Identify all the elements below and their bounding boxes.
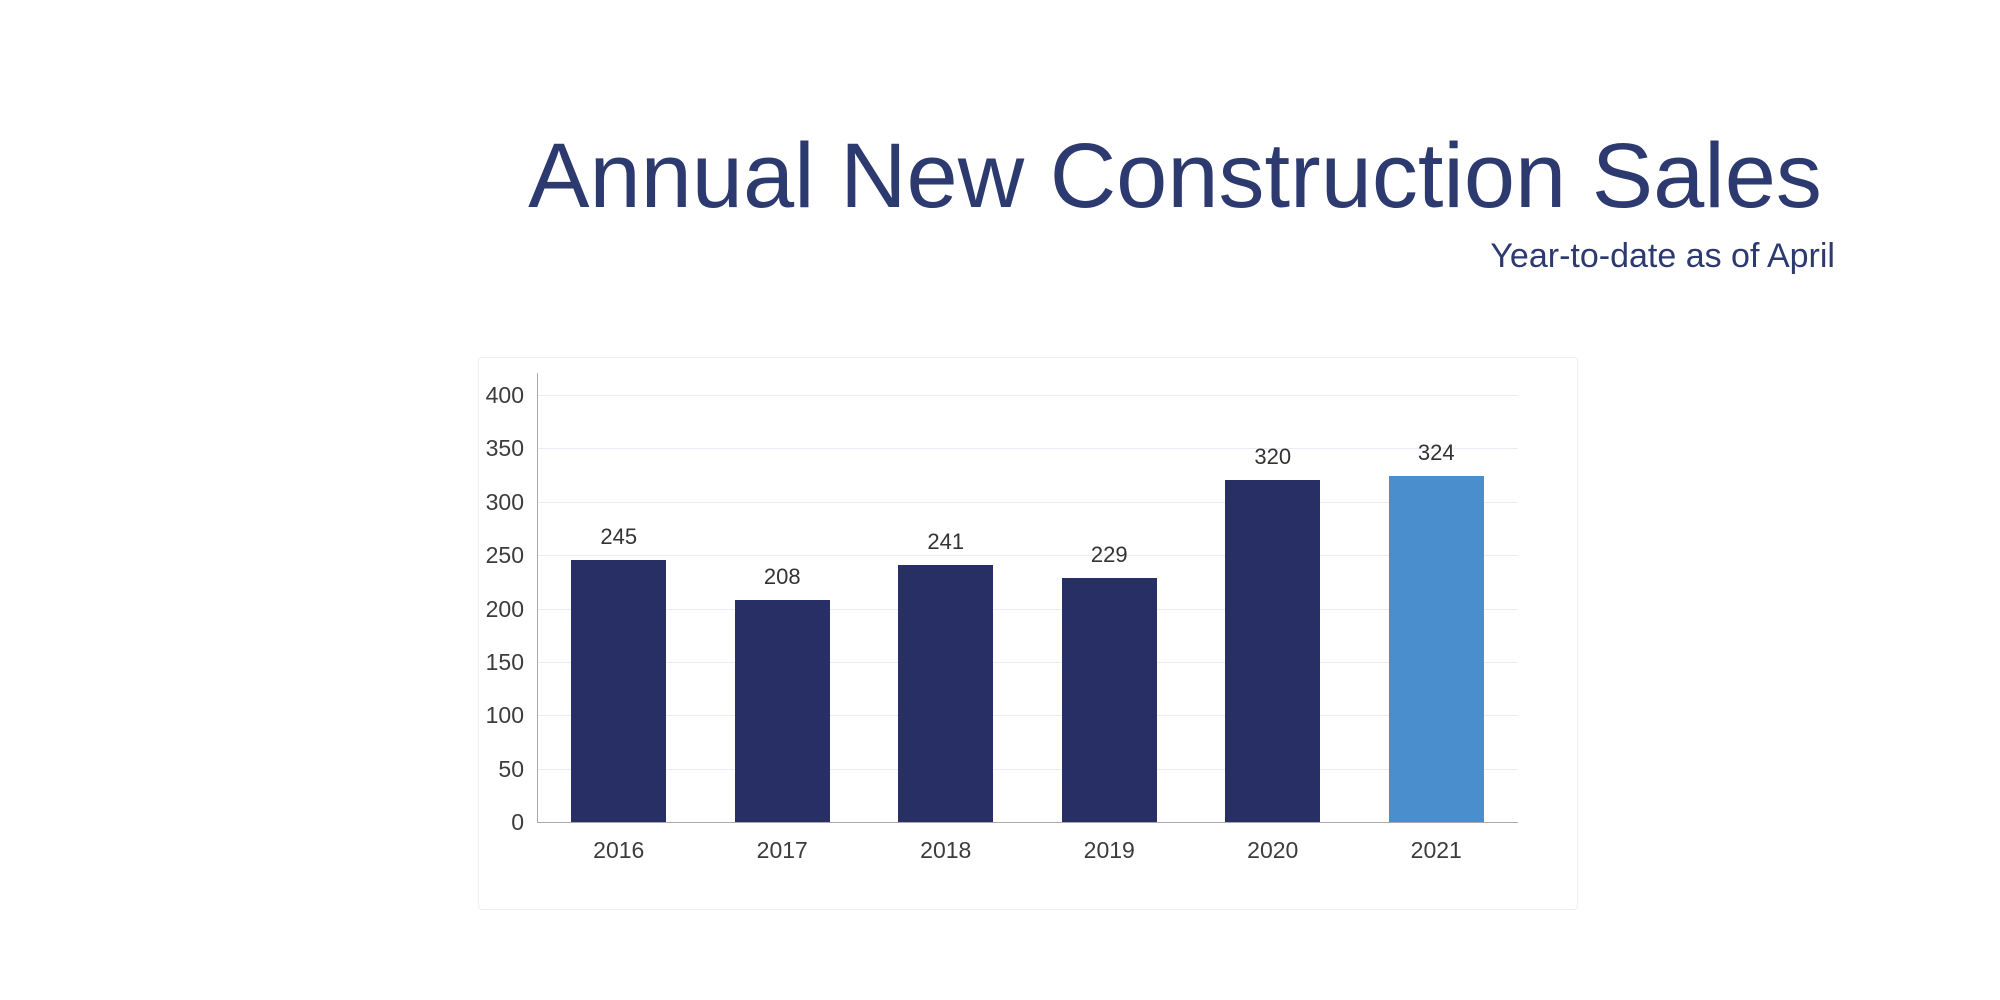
x-category-label: 2018 xyxy=(920,837,972,863)
bar-2021 xyxy=(1388,476,1484,822)
y-tick-label: 200 xyxy=(485,595,524,622)
y-tick-label: 50 xyxy=(498,755,524,782)
x-category-label: 2019 xyxy=(1083,837,1135,863)
y-tick-label: 0 xyxy=(511,809,524,835)
x-category-label: 2020 xyxy=(1247,837,1299,863)
gridline xyxy=(538,661,1518,663)
bar-2017 xyxy=(734,599,830,822)
gridline xyxy=(538,395,1518,396)
gridline xyxy=(538,501,1518,503)
bar-value-label: 208 xyxy=(763,563,801,589)
chart-title: Annual New Construction Sales xyxy=(528,125,1822,227)
x-axis-line xyxy=(537,822,1518,823)
y-tick-label: 250 xyxy=(485,542,524,569)
gridline xyxy=(538,768,1518,770)
y-tick-label: 350 xyxy=(485,435,524,462)
gridline xyxy=(538,555,1518,557)
gridline xyxy=(538,608,1518,610)
chart-subtitle: Year-to-date as of April xyxy=(1490,237,1835,275)
bar-value-label: 241 xyxy=(927,528,965,554)
bar-value-label: 245 xyxy=(600,524,638,550)
bar-2018 xyxy=(898,564,994,822)
bar-value-label: 320 xyxy=(1254,444,1292,470)
bar-2020 xyxy=(1225,480,1321,822)
x-category-label: 2016 xyxy=(593,837,645,863)
bar-value-label: 324 xyxy=(1417,440,1455,466)
x-category-label: 2021 xyxy=(1410,837,1462,863)
y-tick-label: 300 xyxy=(485,488,524,515)
y-axis-line xyxy=(537,373,538,822)
gridline xyxy=(538,715,1518,717)
x-category-label: 2017 xyxy=(756,837,808,863)
gridline xyxy=(538,448,1518,450)
bar-value-label: 229 xyxy=(1090,541,1128,567)
bar-2019 xyxy=(1061,577,1157,822)
y-tick-label: 150 xyxy=(485,648,524,675)
bar-2016 xyxy=(571,560,667,822)
y-tick-label: 100 xyxy=(485,702,524,729)
y-tick-label: 400 xyxy=(485,382,524,408)
chart-container xyxy=(478,357,1578,910)
